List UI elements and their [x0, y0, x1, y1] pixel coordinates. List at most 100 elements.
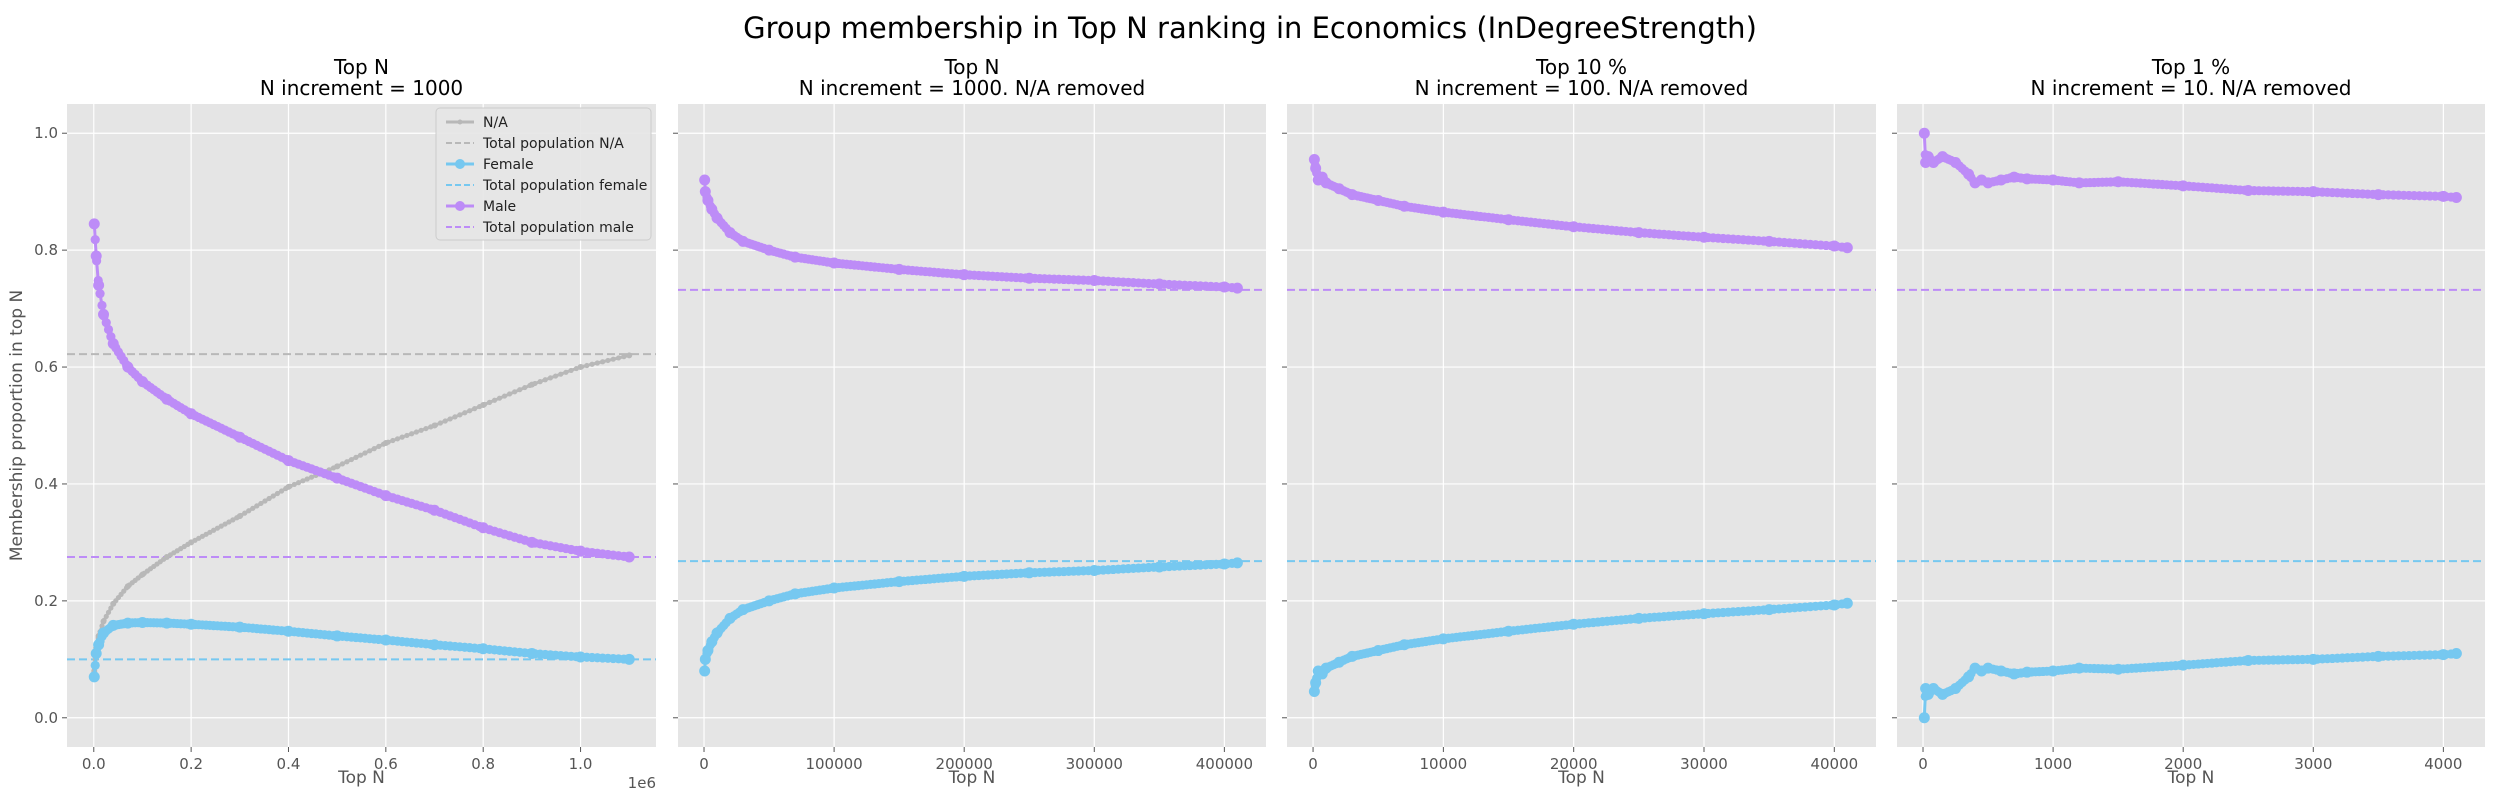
data-point — [1398, 200, 1410, 212]
series-female — [88, 616, 635, 683]
series-marker — [486, 399, 493, 405]
data-point — [2021, 666, 2033, 678]
y-axis-label: Membership proportion in top N — [7, 290, 27, 561]
data-point — [1698, 231, 1710, 243]
series-marker — [362, 450, 368, 456]
series-marker — [348, 456, 355, 463]
data-point — [526, 536, 538, 548]
data-point — [185, 618, 197, 630]
series-marker — [610, 356, 616, 362]
series-marker — [462, 410, 468, 416]
series-marker — [605, 357, 611, 364]
data-point — [1231, 282, 1243, 294]
series-marker — [308, 474, 315, 480]
legend-marker — [455, 159, 465, 169]
data-point — [699, 174, 711, 186]
data-point — [431, 422, 438, 429]
series-marker — [103, 324, 114, 335]
data-point — [1231, 557, 1243, 569]
data-point — [1310, 162, 1322, 174]
x-tick-label: 0 — [1918, 755, 1928, 773]
data-point — [429, 639, 441, 651]
data-point — [763, 595, 775, 607]
legend-entry: Female — [483, 157, 534, 173]
legend-entry: Total population male — [482, 220, 634, 236]
series-marker — [300, 478, 306, 484]
data-point — [1320, 662, 1332, 674]
data-point — [623, 551, 635, 563]
data-point — [480, 402, 487, 409]
data-point — [2177, 180, 2189, 192]
chart-panel-1: 0.0 0.2 0.4 0.6 0.8 1.0 0.0 0.2 0.4 0.6 0.8 1.0 Top … — [7, 55, 656, 792]
data-point — [282, 455, 294, 467]
data-point — [2307, 186, 2319, 198]
data-point — [1995, 665, 2007, 677]
data-point — [2437, 190, 2449, 202]
series-marker — [339, 461, 346, 467]
data-point — [477, 643, 489, 655]
data-point — [1346, 650, 1358, 662]
series-marker — [304, 476, 310, 482]
data-point — [1841, 597, 1853, 609]
data-point — [124, 583, 131, 590]
x-axis-label: Top N — [948, 768, 996, 788]
series-marker — [279, 488, 285, 494]
series-marker — [442, 418, 448, 424]
legend-marker — [457, 119, 463, 125]
x-axis-label: Top N — [2167, 768, 2215, 788]
plot-area — [678, 104, 1266, 747]
x-tick-label: 1000 — [2034, 755, 2072, 773]
series-marker — [250, 505, 256, 511]
data-point — [2242, 654, 2254, 666]
data-point — [1937, 151, 1949, 163]
data-point — [2307, 653, 2319, 665]
data-point — [1437, 206, 1449, 218]
data-point — [234, 431, 246, 443]
x-tick-label: 3000 — [2294, 755, 2332, 773]
data-point — [382, 440, 389, 447]
data-point — [958, 269, 970, 281]
legend-entry: Total population N/A — [482, 136, 624, 152]
x-axis-offset-label: 1e6 — [628, 774, 656, 792]
data-point — [958, 570, 970, 582]
series-marker — [512, 389, 518, 395]
series-marker — [254, 503, 260, 509]
data-point — [2177, 659, 2189, 671]
series-marker — [394, 436, 401, 442]
data-point — [93, 279, 105, 291]
data-point — [98, 627, 110, 639]
data-point — [1633, 612, 1645, 624]
series-marker — [584, 362, 590, 369]
series-marker — [517, 387, 523, 393]
series-marker — [242, 510, 248, 516]
data-point — [828, 582, 840, 594]
data-point — [1153, 278, 1165, 290]
data-point — [2112, 663, 2124, 675]
data-point — [2242, 185, 2254, 197]
data-point — [331, 630, 343, 642]
data-point — [93, 639, 105, 651]
series-marker — [547, 375, 554, 381]
data-point — [429, 504, 441, 516]
series-marker — [266, 495, 272, 502]
series-female — [1918, 647, 2462, 724]
series-marker — [295, 480, 302, 486]
x-tick-label: 0.4 — [277, 755, 301, 773]
panel-title: Top 1 % — [2151, 55, 2230, 79]
data-point — [1218, 558, 1230, 570]
series-marker — [522, 384, 528, 391]
data-point — [161, 393, 173, 405]
data-point — [2008, 668, 2020, 680]
data-point — [1841, 242, 1853, 254]
series-marker — [600, 359, 606, 365]
plot-area — [1897, 104, 2485, 747]
series-male — [1308, 154, 1853, 254]
series-marker — [589, 361, 595, 367]
data-point — [282, 625, 294, 637]
x-tick-label: 30000 — [1680, 755, 1728, 773]
data-point — [1023, 567, 1035, 579]
x-tick-label: 4000 — [2424, 755, 2462, 773]
y-tick-label: 0.4 — [34, 475, 58, 493]
